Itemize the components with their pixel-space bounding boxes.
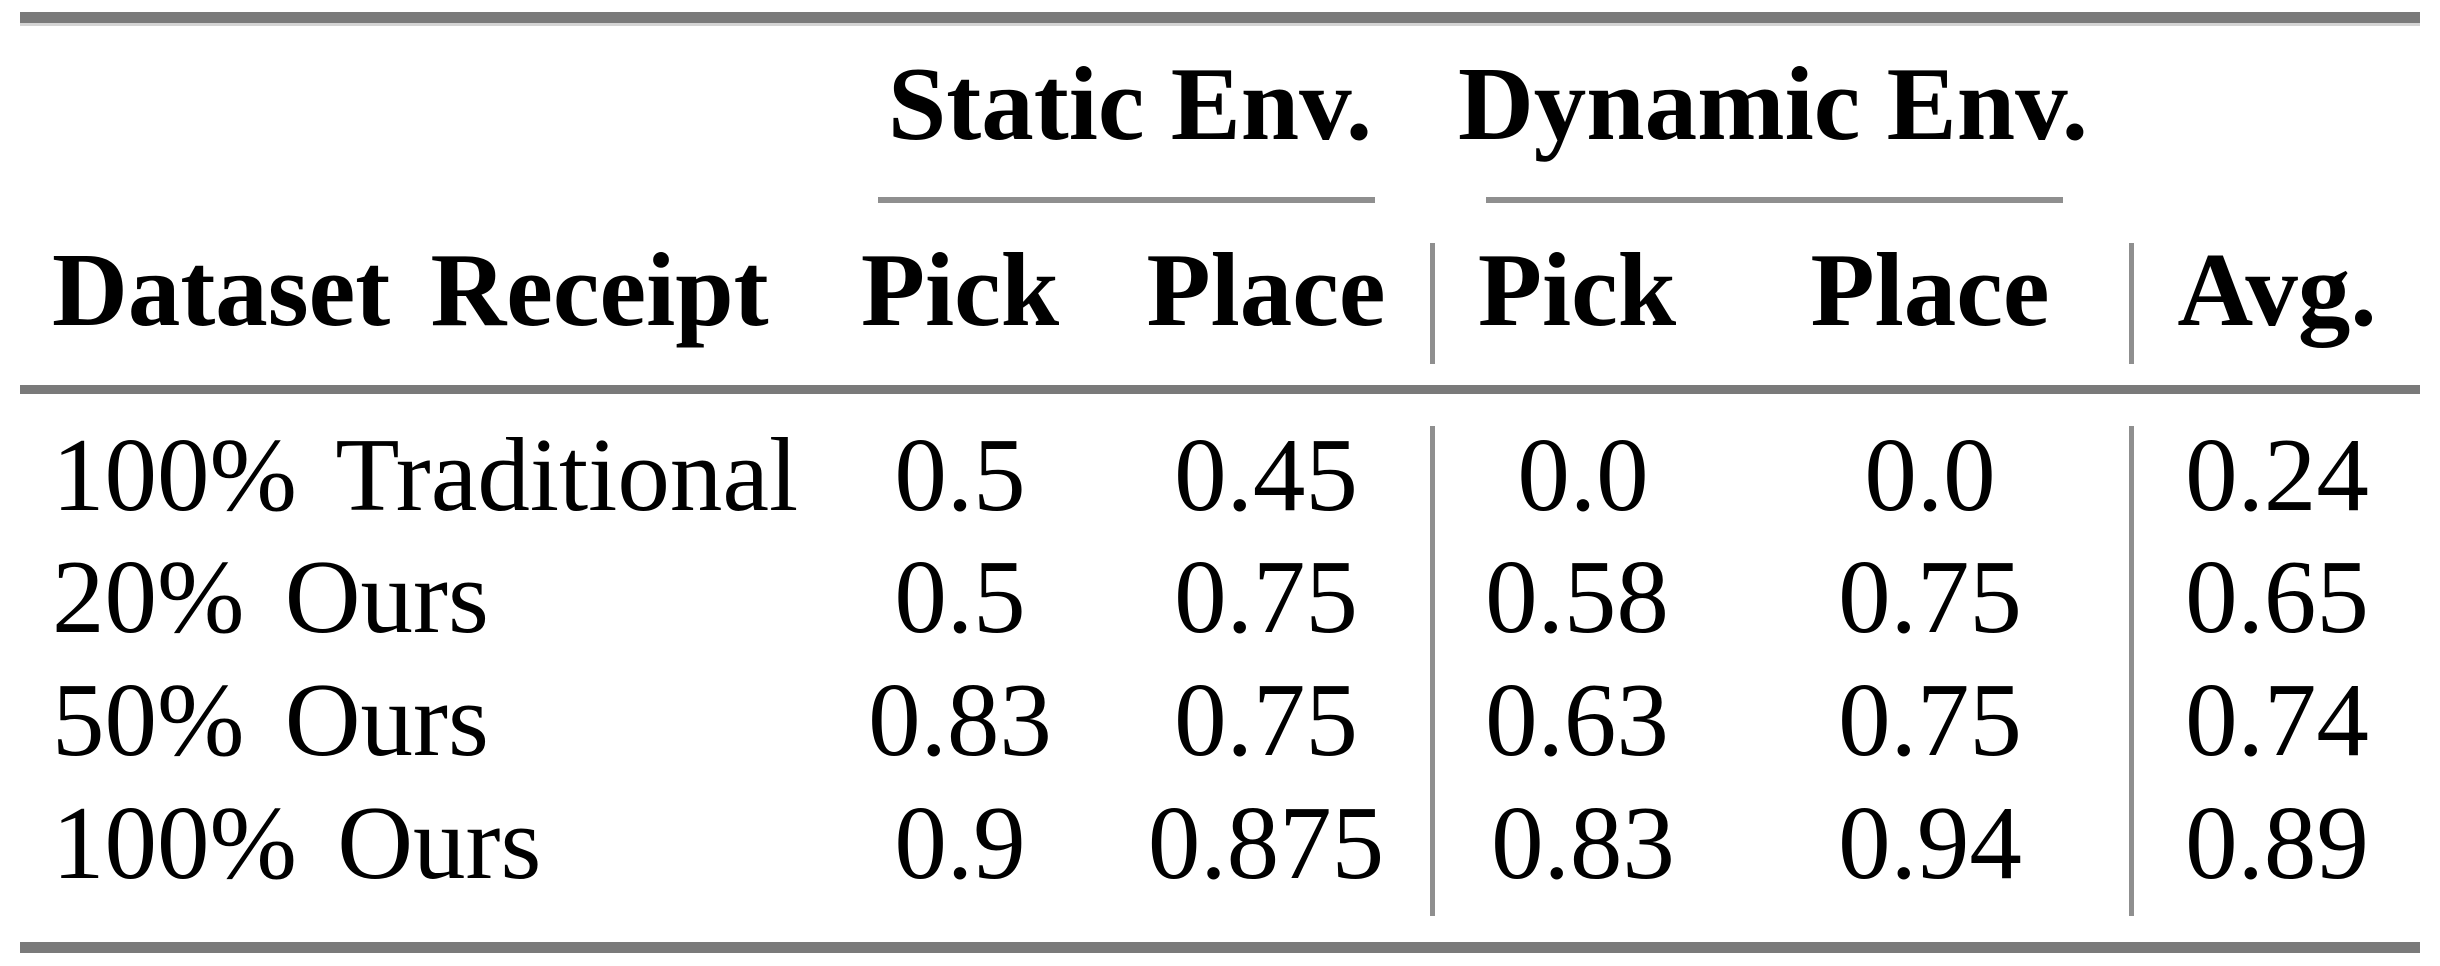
cell-avg: 0.65: [2185, 538, 2369, 655]
cell-static-place: 0.75: [1174, 538, 1358, 655]
cell-static-pick: 0.5: [894, 416, 1026, 533]
cell-dynamic-place: 0.75: [1838, 661, 2022, 778]
cell-dynamic-pick: 0.83: [1491, 784, 1675, 901]
vertical-separator-1-header: [1430, 243, 1435, 364]
vertical-separator-2-header: [2129, 243, 2134, 364]
bottom-rule: [20, 942, 2420, 953]
column-group-dynamic-env: Dynamic Env.: [1457, 45, 2089, 162]
row-label: 20% Ours: [52, 538, 489, 655]
column-header-dynamic-pick: Pick: [1477, 231, 1677, 348]
vertical-separator-2-body: [2129, 426, 2134, 916]
column-header-static-pick: Pick: [860, 231, 1060, 348]
vertical-separator-1-body: [1430, 426, 1435, 916]
cell-avg: 0.89: [2185, 784, 2369, 901]
column-header-avg: Avg.: [2177, 231, 2377, 348]
cell-dynamic-place: 0.0: [1864, 416, 1996, 533]
row-label: 100% Ours: [52, 784, 542, 901]
column-group-static-env: Static Env.: [887, 45, 1373, 162]
cell-avg: 0.74: [2185, 661, 2369, 778]
cell-dynamic-place: 0.94: [1838, 784, 2022, 901]
column-header-dynamic-place: Place: [1810, 231, 2050, 348]
header-midrule: [20, 385, 2420, 394]
static-env-cmidrule: [878, 197, 1375, 203]
cell-static-place: 0.75: [1174, 661, 1358, 778]
cell-static-place: 0.45: [1174, 416, 1358, 533]
cell-avg: 0.24: [2185, 416, 2369, 533]
cell-dynamic-pick: 0.0: [1517, 416, 1649, 533]
row-label: 50% Ours: [52, 661, 489, 778]
column-header-static-place: Place: [1146, 231, 1386, 348]
cell-static-pick: 0.83: [868, 661, 1052, 778]
cell-dynamic-pick: 0.58: [1485, 538, 1669, 655]
column-header-dataset-receipt: Dataset Receipt: [52, 231, 769, 348]
cell-dynamic-place: 0.75: [1838, 538, 2022, 655]
row-label: 100% Traditional: [52, 416, 799, 533]
top-rule-light-edge: [20, 23, 2420, 26]
top-rule: [20, 12, 2420, 23]
cell-static-pick: 0.5: [894, 538, 1026, 655]
cell-dynamic-pick: 0.63: [1485, 661, 1669, 778]
cell-static-place: 0.875: [1147, 784, 1385, 901]
dynamic-env-cmidrule: [1486, 197, 2063, 203]
cell-static-pick: 0.9: [894, 784, 1026, 901]
